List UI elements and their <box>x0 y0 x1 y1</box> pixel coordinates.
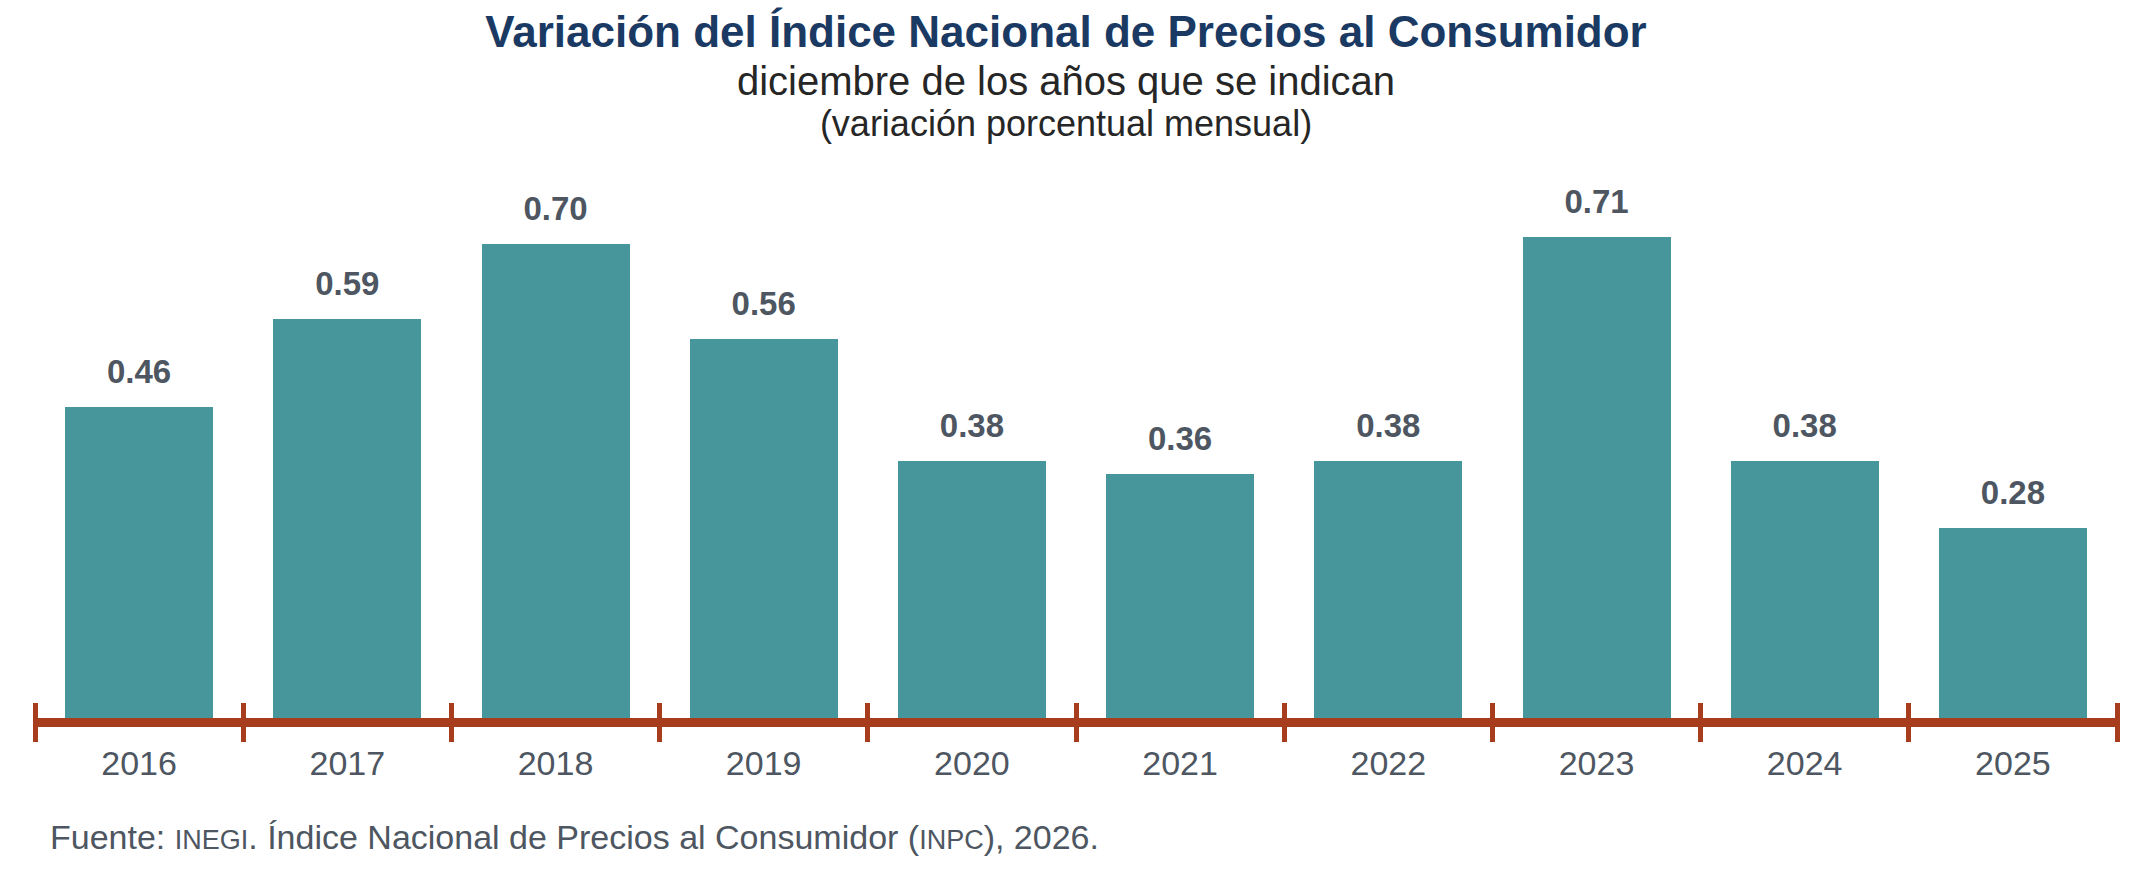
bar-value-label: 0.38 <box>1773 407 1837 445</box>
x-axis-tick-label: 2018 <box>518 744 594 783</box>
bar <box>690 339 838 718</box>
bar <box>1523 237 1671 718</box>
bar-value-label: 0.71 <box>1564 183 1628 221</box>
x-axis-tick-label: 2023 <box>1559 744 1635 783</box>
bar-value-label: 0.28 <box>1981 474 2045 512</box>
bar-value-label: 0.38 <box>940 407 1004 445</box>
x-axis-tick <box>241 703 246 742</box>
x-axis-tick <box>33 703 38 742</box>
bar <box>1939 528 2087 718</box>
source-middle: . Índice Nacional de Precios al Consumid… <box>248 818 919 856</box>
source-prefix: Fuente: <box>50 818 175 856</box>
bar-group: 0.382022 <box>1314 461 1462 718</box>
bar-group: 0.712023 <box>1523 237 1671 718</box>
bar-group: 0.562019 <box>690 339 838 718</box>
x-axis-tick <box>1074 703 1079 742</box>
bar-group: 0.382024 <box>1731 461 1879 718</box>
x-axis-tick-label: 2022 <box>1350 744 1426 783</box>
bar <box>898 461 1046 718</box>
x-axis-tick-label: 2021 <box>1142 744 1218 783</box>
plot-area: 0.4620160.5920170.7020180.5620190.382020… <box>0 0 2132 884</box>
bar-value-label: 0.70 <box>523 190 587 228</box>
bar-value-label: 0.59 <box>315 265 379 303</box>
source-inegi: INEGI <box>175 825 249 855</box>
source-suffix: ), 2026. <box>984 818 1099 856</box>
x-axis-tick <box>865 703 870 742</box>
x-axis-tick <box>449 703 454 742</box>
source-note: Fuente: INEGI. Índice Nacional de Precio… <box>50 818 1099 857</box>
bar <box>482 244 630 718</box>
bar-value-label: 0.36 <box>1148 420 1212 458</box>
x-axis-tick-label: 2017 <box>309 744 385 783</box>
bar <box>1106 474 1254 718</box>
bar-group: 0.592017 <box>273 319 421 718</box>
bar-value-label: 0.38 <box>1356 407 1420 445</box>
x-axis-tick <box>1906 703 1911 742</box>
x-axis-tick <box>657 703 662 742</box>
bar-group: 0.382020 <box>898 461 1046 718</box>
x-axis-tick-label: 2020 <box>934 744 1010 783</box>
x-axis-tick <box>1490 703 1495 742</box>
x-axis-tick-label: 2016 <box>101 744 177 783</box>
bar <box>1314 461 1462 718</box>
bar-value-label: 0.56 <box>732 285 796 323</box>
x-axis-tick-label: 2024 <box>1767 744 1843 783</box>
bar-group: 0.362021 <box>1106 474 1254 718</box>
bar-group: 0.282025 <box>1939 528 2087 718</box>
source-inpc: INPC <box>919 825 984 855</box>
chart-figure: Variación del Índice Nacional de Precios… <box>0 0 2132 884</box>
x-axis-tick <box>1282 703 1287 742</box>
x-axis-tick <box>2115 703 2120 742</box>
bar <box>1731 461 1879 718</box>
bar-group: 0.462016 <box>65 407 213 718</box>
x-axis-tick-label: 2019 <box>726 744 802 783</box>
x-axis-tick <box>1698 703 1703 742</box>
bar <box>273 319 421 718</box>
bar-group: 0.702018 <box>482 244 630 718</box>
bar <box>65 407 213 718</box>
x-axis-tick-label: 2025 <box>1975 744 2051 783</box>
bar-value-label: 0.46 <box>107 353 171 391</box>
